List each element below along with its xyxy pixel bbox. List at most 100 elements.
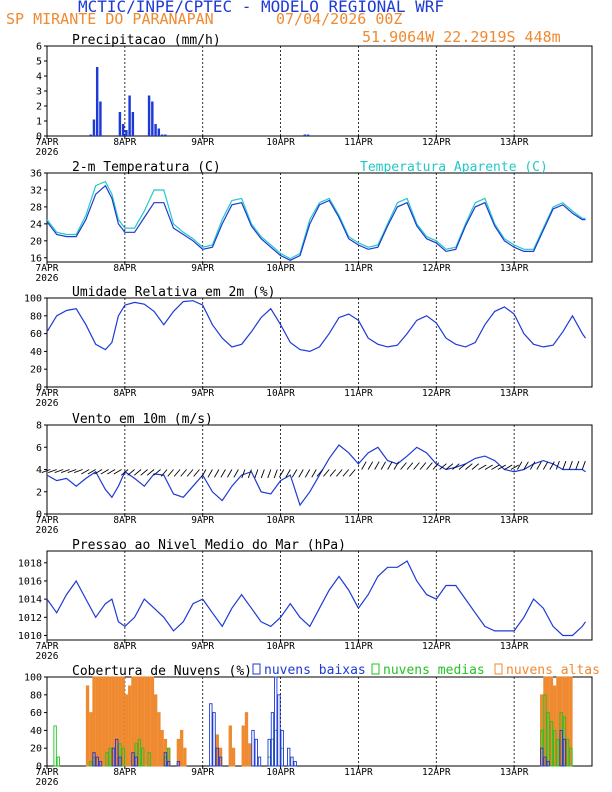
temp-day-label: 8APR xyxy=(113,263,136,274)
wind-arrow xyxy=(87,469,96,475)
cloud-green-bar xyxy=(108,747,112,767)
legend-swatch-green xyxy=(371,663,380,675)
wind-arrow xyxy=(61,469,70,474)
cloud-blue-bar xyxy=(543,756,547,767)
wind-arrow xyxy=(193,469,200,477)
wind-arrow xyxy=(471,463,480,470)
wind-arrow xyxy=(81,469,90,475)
rh-frame xyxy=(46,297,593,388)
pressure-y-tick-label: 1010 xyxy=(18,631,42,642)
wind-arrow xyxy=(478,464,487,470)
cloud-blue-bar xyxy=(111,747,116,767)
temp-y-tick-label: 36 xyxy=(30,169,42,180)
cloud-green-bar xyxy=(89,761,93,767)
model-title: MCTIC/INPE/CPTEC - MODELO REGIONAL WRF xyxy=(78,0,445,16)
precip-y-tick-label: 4 xyxy=(36,72,42,83)
wind-day-label: 10APR xyxy=(266,515,295,526)
precip-year-label: 2026 xyxy=(36,147,59,158)
wind-arrow xyxy=(207,469,213,478)
pressure-title: Pressao ao Nivel Medio do Mar (hPa) xyxy=(72,538,346,553)
legend-label-green: nuvens medias xyxy=(383,663,485,678)
temp-title: 2-m Temperatura (C) xyxy=(72,160,221,175)
cloud-green-bar xyxy=(121,747,125,767)
temp-day-label: 7APR xyxy=(36,263,59,274)
precip-title: Precipitacao (mm/h) xyxy=(72,33,221,48)
precip-bar xyxy=(118,112,122,136)
cloud-orange-bar xyxy=(85,685,90,767)
cloud-orange-bar xyxy=(179,729,184,767)
wind-arrow xyxy=(120,469,129,476)
rh-day-label: 7APR xyxy=(36,388,59,399)
wind-arrow xyxy=(133,469,142,476)
cloud-orange-bar xyxy=(248,743,252,767)
cloud-blue-bar xyxy=(280,729,284,767)
wind-arrow xyxy=(220,469,226,478)
cloud-green-bar xyxy=(141,747,145,767)
cloud-blue-bar xyxy=(166,761,171,767)
wind-arrow xyxy=(298,469,304,478)
wind-day-label: 12APR xyxy=(422,515,451,526)
temp-day-label: 11APR xyxy=(344,263,373,274)
cloud-blue-bar xyxy=(290,756,294,767)
cloud-blue-bar xyxy=(98,761,103,767)
temp-year-label: 2026 xyxy=(36,273,59,284)
rh-year-label: 2026 xyxy=(36,398,59,409)
temp-y-tick-label: 16 xyxy=(30,253,42,264)
cloud-orange-bar xyxy=(128,685,132,767)
rh-y-tick-label: 100 xyxy=(24,294,42,305)
wind-arrow xyxy=(393,461,400,470)
precip-bar xyxy=(99,101,102,136)
clouds-title: Cobertura de Nuvens (%) xyxy=(72,664,252,679)
precip-bar xyxy=(89,134,92,136)
cloud-blue-bar xyxy=(270,712,275,767)
temp-y-tick-label: 24 xyxy=(30,219,42,230)
cloud-orange-bar xyxy=(89,712,93,767)
rh-day-label: 13APR xyxy=(500,388,529,399)
wind-arrow xyxy=(432,462,440,470)
wind-arrow xyxy=(510,464,519,470)
wind-arrow xyxy=(361,461,367,470)
cloud-blue-bar xyxy=(540,747,544,767)
cloud-blue-bar xyxy=(218,756,223,767)
precip-bar xyxy=(147,95,151,136)
clouds-y-tick-label: 80 xyxy=(30,690,42,701)
wind-arrow xyxy=(41,469,51,474)
cloud-blue-bar xyxy=(287,747,291,767)
wind-day-label: 7APR xyxy=(36,515,59,526)
wind-day-label: 13APR xyxy=(500,515,529,526)
pressure-day-label: 13APR xyxy=(500,641,529,652)
cloud-orange-bar xyxy=(144,676,148,767)
cloud-blue-bar xyxy=(274,676,278,767)
legend-label-orange: nuvens altas xyxy=(506,663,600,678)
cloud-blue-bar xyxy=(251,729,255,767)
rh-title: Umidade Relativa em 2m (%) xyxy=(72,285,276,300)
rh-y-tick-label: 0 xyxy=(36,383,42,394)
precip-bar xyxy=(95,67,99,136)
pressure-y-tick-label: 1018 xyxy=(18,558,42,569)
wind-arrow xyxy=(484,464,493,470)
wind-day-label: 8APR xyxy=(113,515,136,526)
rh-y-tick-label: 80 xyxy=(30,311,42,322)
precip-y-tick-label: 0 xyxy=(36,132,42,143)
cloud-orange-bar xyxy=(124,694,129,767)
wind-arrow xyxy=(452,463,460,470)
pressure-day-label: 12APR xyxy=(422,641,451,652)
cloud-green-bar xyxy=(556,738,560,767)
wind-frame xyxy=(46,424,593,515)
cloud-orange-bar xyxy=(183,747,187,767)
wind-arrow xyxy=(458,463,467,470)
precip-bar xyxy=(128,95,131,136)
rh-day-label: 8APR xyxy=(113,388,136,399)
cloud-orange-bar xyxy=(157,712,161,767)
wind-arrow xyxy=(336,469,343,477)
station-name: SP MIRANTE DO PARANAPAN xyxy=(6,10,214,28)
wind-arrow xyxy=(285,469,291,478)
wind-day-label: 9APR xyxy=(191,515,214,526)
cloud-blue-bar xyxy=(215,747,219,767)
cloud-orange-bar xyxy=(228,725,232,767)
wind-y-tick-label: 2 xyxy=(36,487,42,498)
wind-y-tick-label: 4 xyxy=(36,465,42,476)
clouds-day-label: 11APR xyxy=(344,767,373,778)
wind-arrow xyxy=(100,469,109,475)
wind-arrow xyxy=(497,464,506,470)
